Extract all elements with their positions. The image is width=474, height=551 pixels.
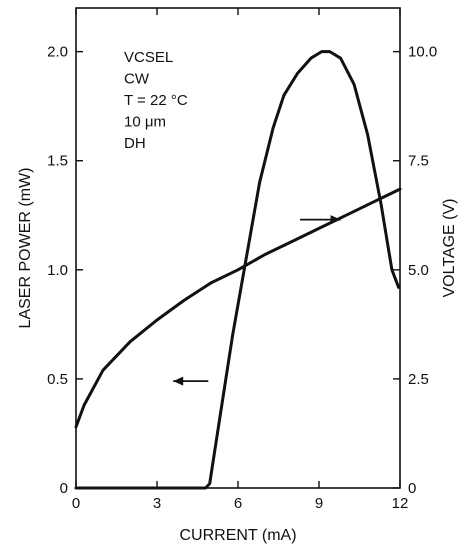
y-right-axis-title: VOLTAGE (V)	[441, 199, 458, 298]
y-left-axis-title: LASER POWER (mW)	[17, 168, 34, 329]
y-left-tick-label: 0.5	[47, 371, 68, 388]
x-tick-label: 12	[392, 495, 409, 512]
voltage-curve	[74, 187, 402, 429]
y-right-tick-label: 0	[408, 480, 416, 497]
right-arrow	[300, 215, 341, 225]
annotation-line: T = 22 °C	[124, 92, 188, 109]
annotation-box: VCSEL CW T = 22 °C 10 μm DH	[124, 49, 188, 152]
y-right-tick-label: 2.5	[408, 371, 429, 388]
y-left-tick-label: 0	[60, 480, 68, 497]
x-tick-label: 9	[315, 495, 323, 512]
y-left-tick-label: 1.5	[47, 153, 68, 170]
annotation-line: DH	[124, 135, 146, 152]
annotation-line: CW	[124, 71, 150, 88]
laser-power-curve	[74, 50, 401, 490]
y-left-tick-label: 2.0	[47, 44, 68, 61]
ticks	[75, 8, 401, 489]
y-left-tick-label: 1.0	[47, 262, 68, 279]
annotation-line: VCSEL	[124, 49, 173, 66]
y-right-tick-label: 5.0	[408, 262, 429, 279]
series	[74, 50, 402, 490]
arrows	[173, 215, 341, 386]
x-axis-title: CURRENT (mA)	[179, 527, 296, 544]
annotation-line: 10 μm	[124, 114, 166, 131]
y-right-tick-label: 7.5	[408, 153, 429, 170]
left-arrow	[173, 376, 209, 386]
y-right-tick-label: 10.0	[408, 44, 437, 61]
x-tick-label: 3	[153, 495, 161, 512]
x-tick-label: 6	[234, 495, 242, 512]
x-tick-label: 0	[72, 495, 80, 512]
